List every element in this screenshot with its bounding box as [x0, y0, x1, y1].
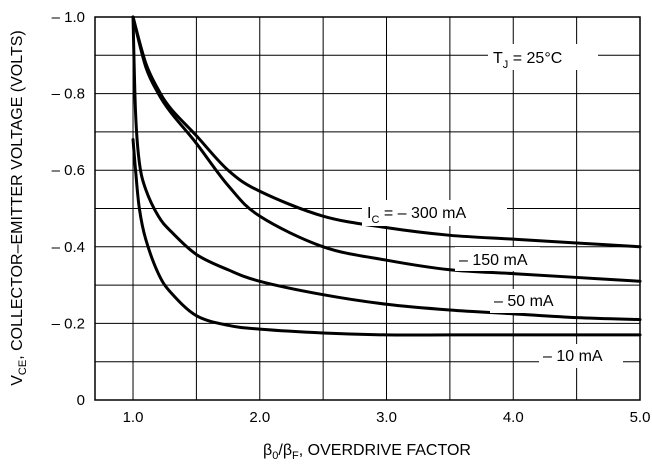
- x-axis-title-mid: /β: [278, 442, 292, 459]
- label-bg-150ma: [455, 247, 540, 271]
- temperature-annotation: TJ = 25°C: [493, 50, 562, 71]
- y-axis-title: VCE, COLLECTOR–EMITTER VOLTAGE (VOLTS): [9, 30, 29, 386]
- y-tick-label: 0: [77, 392, 85, 409]
- x-axis-title-sub2: F: [292, 450, 299, 462]
- temperature-annotation-rest: = 25°C: [508, 50, 562, 67]
- series-label-300ma-sub: C: [371, 214, 379, 226]
- grid: [95, 17, 640, 400]
- x-tick-label: 2.0: [249, 409, 270, 426]
- series-label-50ma: – 50 mA: [494, 293, 554, 310]
- curve-labels: TJ = 25°C IC = – 300 mA – 150 mA – 50 mA…: [362, 44, 623, 368]
- label-bg-50ma: [490, 289, 568, 313]
- series-label-10ma: – 10 mA: [543, 348, 603, 365]
- series-line-300ma: [131, 15, 642, 249]
- curves: [131, 15, 642, 337]
- temperature-annotation-prefix: T: [493, 50, 503, 67]
- y-tick-label: – 1.0: [52, 9, 85, 26]
- label-bg-300ma: [362, 200, 507, 226]
- y-axis-title-rest: , COLLECTOR–EMITTER VOLTAGE (VOLTS): [9, 30, 26, 360]
- label-bg-10ma: [539, 344, 623, 368]
- series-label-300ma-rest: = – 300 mA: [379, 205, 466, 222]
- y-tick-label: – 0.2: [52, 315, 85, 332]
- series-line-50ma: [131, 15, 642, 322]
- x-axis-title-beta: β: [263, 442, 272, 459]
- series-label-300ma: IC = – 300 mA: [367, 205, 466, 226]
- x-tick-label: 5.0: [630, 409, 651, 426]
- y-tick-label: – 0.4: [52, 239, 85, 256]
- y-tick-label: – 0.8: [52, 86, 85, 103]
- series-line-150ma: [131, 15, 642, 283]
- x-axis-title: β0/βF, OVERDRIVE FACTOR: [263, 442, 471, 462]
- plot-frame: [94, 16, 641, 401]
- x-axis-title-sub1: 0: [272, 450, 278, 462]
- label-bg-temperature: [488, 44, 598, 70]
- series-line-10ma: [131, 138, 642, 337]
- tick-labels: 1.0 2.0 3.0 4.0 5.0 0 – 0.2 – 0.4 – 0.6 – 0.8 – 1.…: [52, 9, 651, 426]
- plot-frame-layer: [94, 16, 641, 401]
- y-tick-label: – 0.6: [52, 162, 85, 179]
- x-tick-label: 4.0: [503, 409, 524, 426]
- series-label-300ma-prefix: I: [367, 205, 371, 222]
- y-axis-title-sub: CE: [17, 360, 29, 375]
- x-tick-label: 1.0: [123, 409, 144, 426]
- series-label-150ma: – 150 mA: [459, 252, 528, 269]
- temperature-annotation-sub: J: [503, 59, 509, 71]
- y-axis-title-prefix: V: [9, 375, 26, 386]
- x-axis-title-rest: , OVERDRIVE FACTOR: [299, 442, 471, 459]
- x-tick-label: 3.0: [376, 409, 397, 426]
